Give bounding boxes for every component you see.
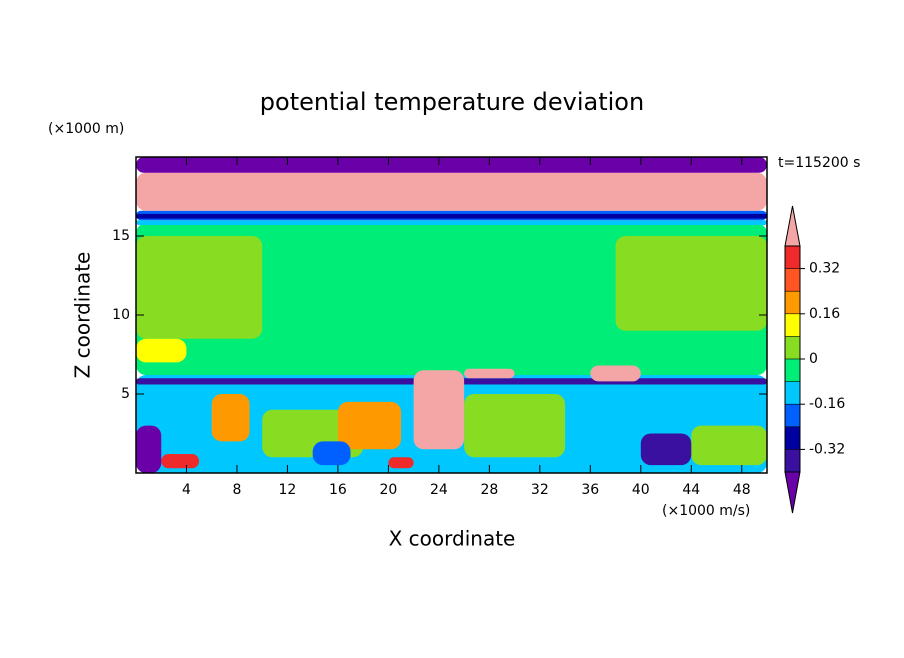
x-tick-label: 44 [682,482,700,498]
contour-region [337,401,402,450]
colorbar-tick-label: -0.32 [809,441,845,457]
colorbar-segment [785,246,800,269]
colorbar-segment [785,359,800,382]
chart-title: potential temperature deviation [260,88,644,116]
contour-region [640,433,692,466]
contour-region [464,394,566,458]
colorbar-segment [785,449,800,472]
colorbar-tick-label: 0.16 [809,306,840,322]
colorbar-segment [785,404,800,427]
colorbar: -0.32 -0.16 0 0.16 0.32 [784,205,845,514]
contour-region [211,394,250,442]
colorbar-segment [785,313,800,337]
x-tick-label: 20 [379,482,397,498]
contour-region [464,368,515,379]
x-tick-label: 12 [279,482,297,498]
colorbar-segment [785,268,800,292]
x-tick-label: 24 [430,482,448,498]
contour-region [136,172,767,211]
x-tick-label: 32 [531,482,549,498]
contour-region [161,454,200,469]
x-axis-label: X coordinate [389,527,516,551]
colorbar-extend-high [784,205,801,247]
x-tick-label: 36 [581,482,599,498]
contour-region [413,370,465,450]
colorbar-segment [785,426,800,450]
field [136,157,767,473]
contour-region [136,157,767,173]
contour-region [136,236,263,339]
x-tick-label: 48 [733,482,751,498]
colorbar-tick-label: -0.16 [809,396,845,412]
contour-region [312,441,351,466]
x-tick-label: 16 [329,482,347,498]
contour-region [691,425,767,466]
colorbar-extend-low [784,471,801,514]
colorbar-segment [785,381,800,405]
axes: 4 8 12 16 20 24 28 32 36 40 44 4851015-0.32-0.1600.… [112,156,845,514]
contour-region [136,220,767,225]
contour-region [136,338,187,363]
colorbar-tick-label: 0 [809,351,818,367]
y-unit: (×1000 m) [48,121,124,137]
x-tick-label: 8 [232,482,241,498]
colorbar-segment [785,291,800,314]
x-unit: (×1000 m/s) [662,503,750,519]
y-tick-label: 10 [112,307,130,323]
y-tick-label: 15 [112,228,130,244]
x-tick-label: 40 [632,482,650,498]
y-tick-label: 5 [121,386,130,402]
contour-region [136,223,767,376]
y-axis-label: Z coordinate [71,252,95,379]
colorbar-segment [785,336,800,359]
contour-region [615,236,767,331]
contour-region [136,213,767,219]
contour-region [590,365,641,382]
contour-region [136,425,162,473]
x-tick-label: 28 [480,482,498,498]
x-tick-label: 4 [182,482,191,498]
colorbar-tick-label: 0.32 [809,261,840,277]
annotation: t=115200 s [778,155,860,171]
contour-region [388,457,414,469]
